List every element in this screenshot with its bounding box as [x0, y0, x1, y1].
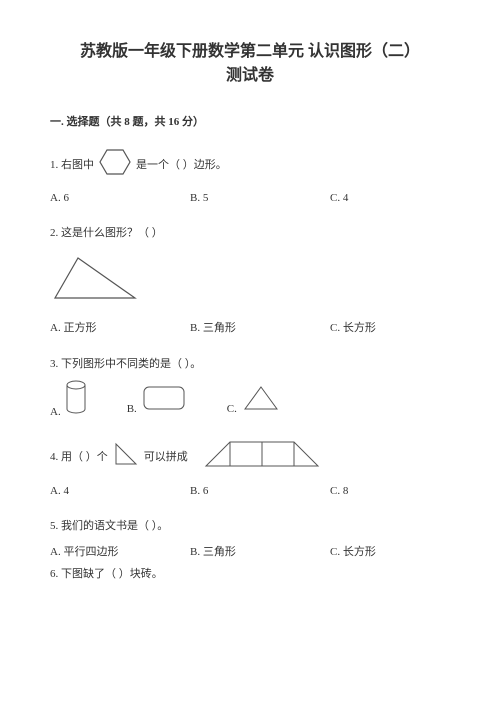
q2-text: 2. 这是什么图形？（ ）	[50, 224, 450, 240]
q1-suffix: 是一个（ ）边形。	[136, 156, 227, 172]
q4-mid: 可以拼成	[144, 448, 188, 464]
cylinder-icon	[65, 379, 87, 418]
q3-label-b: B.	[127, 403, 137, 415]
q3-opt-b: B.	[127, 382, 187, 415]
q3-opt-c: C.	[227, 382, 281, 415]
q3-label-a: A.	[50, 406, 61, 418]
q1-opt-a: A. 6	[50, 192, 190, 204]
q4-opt-b: B. 6	[190, 485, 330, 497]
q3-label-c: C.	[227, 403, 237, 415]
q4-text: 4. 用（ ）个 可以拼成	[50, 438, 450, 473]
rounded-rect-icon	[141, 382, 187, 415]
q2-options: A. 正方形 B. 三角形 C. 长方形	[50, 319, 450, 335]
q4-prefix: 4. 用（ ）个	[50, 448, 108, 464]
q1-opt-b: B. 5	[190, 192, 330, 204]
q1-text: 1. 右图中 是一个（ ）边形。	[50, 147, 450, 180]
title-line1: 苏教版一年级下册数学第二单元 认识图形（二）	[50, 40, 450, 64]
q5-opt-c: C. 长方形	[330, 543, 450, 563]
question-2: 2. 这是什么图形？（ ） A. 正方形 B. 三角形 C. 长方形	[50, 224, 450, 335]
triangle-icon	[241, 382, 281, 415]
q3-opt-a: A.	[50, 379, 87, 418]
question-3: 3. 下列图形中不同类的是（ ）。 A. B. C.	[50, 355, 450, 418]
question-5-6: 5. 我们的语文书是（ ）。 A. 平行四边形 B. 三角形 C. 长方形 6.…	[50, 517, 450, 584]
q5-options: A. 平行四边形 B. 三角形 C. 长方形	[50, 543, 450, 563]
q6-text: 6. 下图缺了（ ）块砖。	[50, 565, 450, 585]
right-triangle-icon	[112, 440, 140, 471]
page-title: 苏教版一年级下册数学第二单元 认识图形（二） 测试卷	[50, 40, 450, 88]
q2-opt-a: A. 正方形	[50, 319, 190, 335]
q1-prefix: 1. 右图中	[50, 156, 94, 172]
q1-options: A. 6 B. 5 C. 4	[50, 192, 450, 204]
q5-opt-a: A. 平行四边形	[50, 543, 190, 563]
question-4: 4. 用（ ）个 可以拼成 A. 4 B. 6 C. 8	[50, 438, 450, 497]
q4-options: A. 4 B. 6 C. 8	[50, 485, 450, 497]
q4-opt-c: C. 8	[330, 485, 450, 497]
q1-opt-c: C. 4	[330, 192, 450, 204]
q5-text: 5. 我们的语文书是（ ）。	[50, 517, 450, 537]
q4-opt-a: A. 4	[50, 485, 190, 497]
q5-opt-b: B. 三角形	[190, 543, 330, 563]
trapezoid-composite-icon	[202, 438, 322, 473]
hexagon-icon	[98, 147, 132, 180]
title-line2: 测试卷	[50, 64, 450, 88]
triangle-shape	[50, 254, 450, 307]
q3-text: 3. 下列图形中不同类的是（ ）。	[50, 355, 450, 371]
q3-options: A. B. C.	[50, 379, 450, 418]
section-header: 一. 选择题（共 8 题，共 16 分）	[50, 113, 450, 129]
question-1: 1. 右图中 是一个（ ）边形。 A. 6 B. 5 C. 4	[50, 147, 450, 204]
q2-opt-b: B. 三角形	[190, 319, 330, 335]
q2-opt-c: C. 长方形	[330, 319, 450, 335]
